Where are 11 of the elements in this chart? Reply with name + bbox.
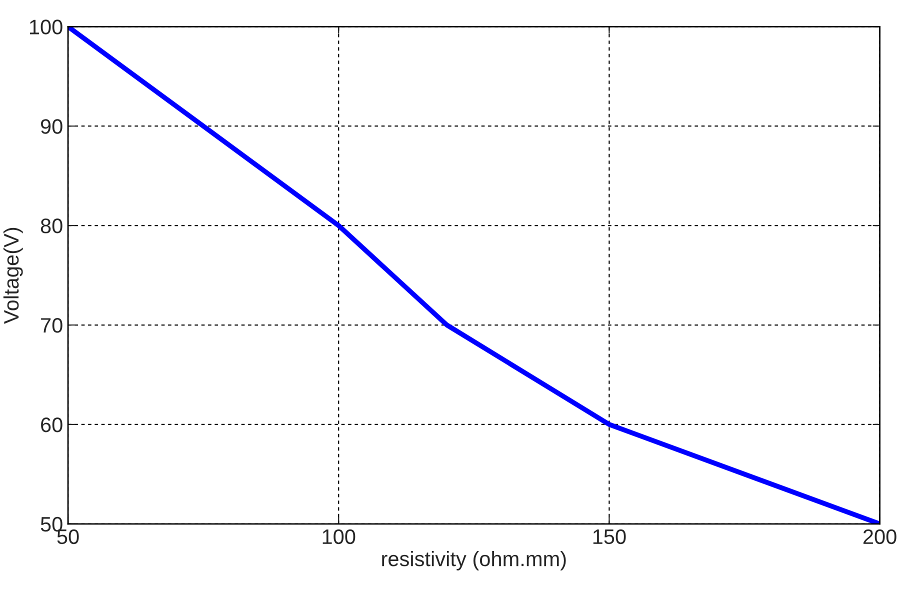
y-tick-label: 80 xyxy=(40,218,62,234)
y-axis-title: Voltage(V) xyxy=(3,228,23,324)
y-tick-label: 90 xyxy=(40,119,62,134)
x-tick-label: 100 xyxy=(322,529,356,544)
y-tick-label: 100 xyxy=(30,20,62,34)
x-axis-title: resistivity (ohm.mm) xyxy=(382,550,566,570)
line-series xyxy=(68,26,880,524)
y-tick-label: 70 xyxy=(41,318,62,333)
y-tick-label: 60 xyxy=(41,417,62,432)
x-tick-label: 200 xyxy=(863,529,896,544)
x-tick-label: 150 xyxy=(593,529,626,544)
